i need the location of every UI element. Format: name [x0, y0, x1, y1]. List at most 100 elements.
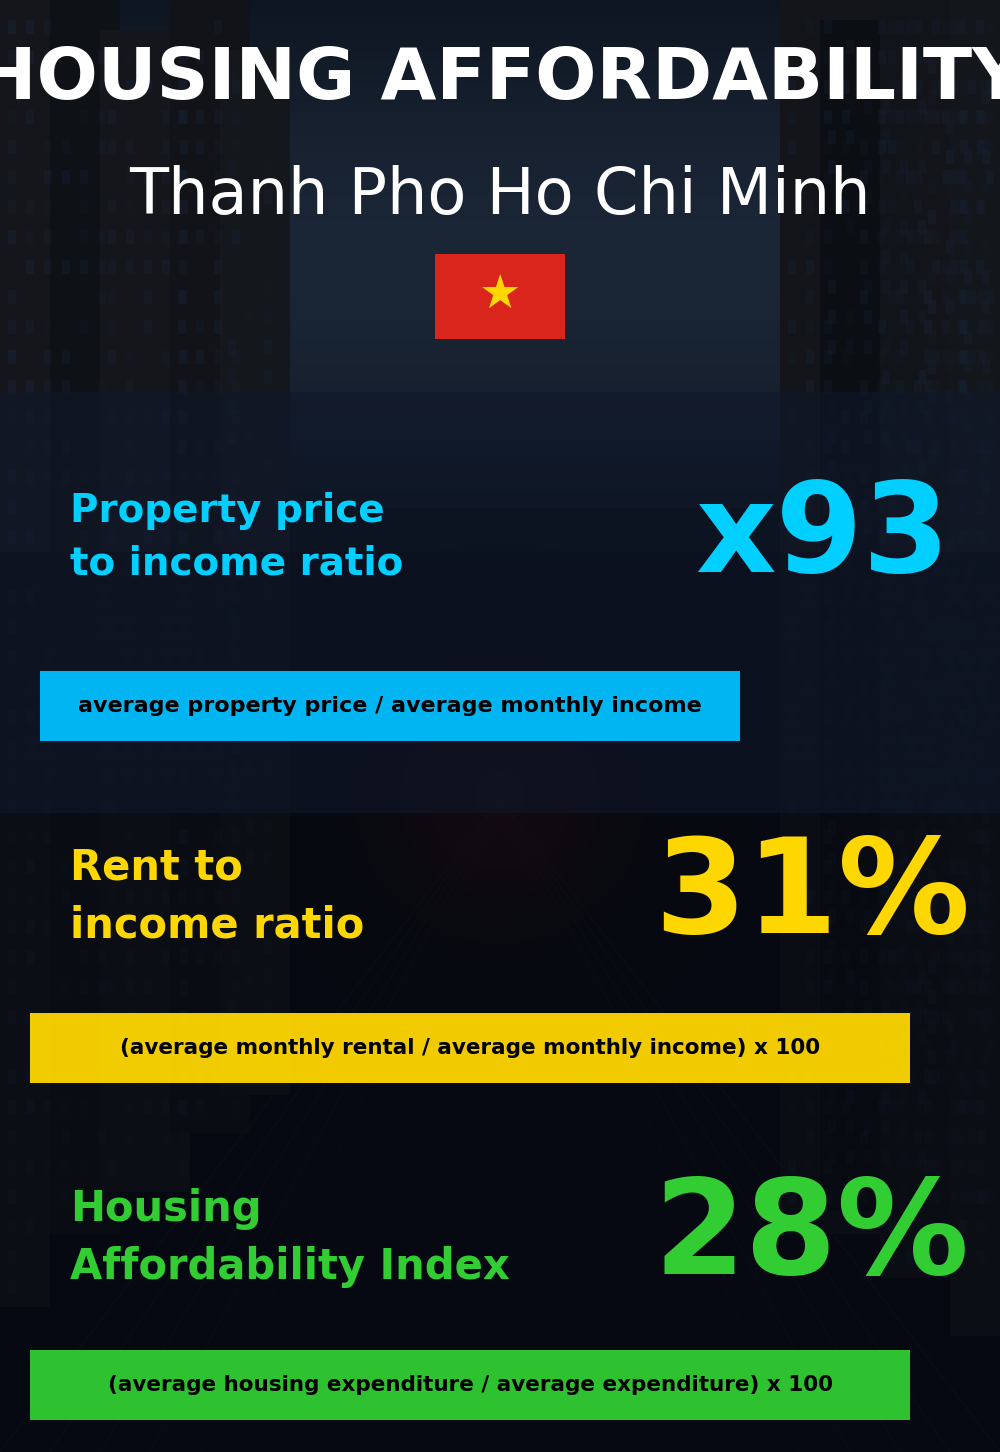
Bar: [26, 1011, 34, 1024]
Bar: [62, 800, 70, 815]
Bar: [986, 710, 994, 725]
Bar: [8, 800, 16, 815]
Bar: [232, 1101, 240, 1114]
Bar: [30, 1013, 910, 1083]
Bar: [888, 110, 896, 123]
Bar: [896, 1101, 904, 1114]
Bar: [80, 980, 88, 995]
Bar: [958, 499, 966, 514]
Bar: [196, 680, 204, 694]
Bar: [914, 440, 922, 454]
Bar: [806, 741, 814, 754]
Bar: [914, 499, 922, 514]
Bar: [986, 350, 994, 364]
Bar: [900, 41, 908, 54]
Bar: [30, 1350, 910, 1420]
Bar: [26, 110, 34, 123]
Bar: [986, 560, 994, 574]
Bar: [928, 270, 936, 285]
Bar: [178, 1011, 186, 1024]
Bar: [228, 160, 236, 174]
Bar: [8, 170, 16, 184]
Bar: [920, 41, 1000, 1130]
Bar: [964, 360, 972, 375]
Bar: [180, 499, 188, 514]
Bar: [942, 831, 950, 844]
Bar: [878, 499, 886, 514]
Bar: [0, 195, 1000, 203]
Bar: [162, 741, 170, 754]
Bar: [896, 110, 904, 123]
Bar: [950, 1191, 958, 1204]
Bar: [978, 1250, 986, 1265]
Bar: [162, 921, 170, 934]
Bar: [178, 921, 186, 934]
Bar: [246, 759, 254, 774]
Bar: [978, 440, 986, 454]
Bar: [8, 921, 16, 934]
Bar: [126, 560, 134, 574]
Bar: [44, 260, 52, 274]
Bar: [44, 770, 52, 784]
Bar: [982, 481, 990, 494]
Bar: [946, 121, 954, 134]
Bar: [846, 340, 854, 354]
Bar: [8, 680, 16, 694]
Bar: [878, 319, 886, 334]
Bar: [80, 530, 88, 544]
Bar: [62, 680, 70, 694]
Bar: [62, 1070, 70, 1085]
Bar: [824, 110, 832, 123]
Bar: [946, 540, 954, 555]
Bar: [896, 229, 904, 244]
Bar: [842, 650, 850, 664]
Bar: [860, 229, 868, 244]
Bar: [982, 841, 990, 854]
Bar: [178, 620, 186, 635]
Bar: [80, 1160, 88, 1175]
Bar: [928, 450, 936, 465]
Bar: [228, 70, 236, 84]
Bar: [978, 1220, 986, 1234]
Bar: [8, 590, 16, 604]
Bar: [264, 489, 272, 504]
Bar: [932, 1130, 940, 1144]
Bar: [960, 380, 968, 393]
Bar: [0, 407, 1000, 415]
Bar: [8, 590, 16, 604]
Bar: [232, 560, 240, 574]
Bar: [896, 170, 904, 184]
Bar: [878, 530, 886, 544]
Bar: [932, 710, 940, 725]
Bar: [914, 200, 922, 213]
Text: average property price / average monthly income: average property price / average monthly…: [78, 696, 702, 716]
Bar: [864, 669, 872, 684]
Bar: [98, 800, 106, 815]
Bar: [918, 460, 926, 473]
Bar: [946, 510, 954, 524]
Bar: [878, 741, 886, 754]
Bar: [108, 741, 116, 754]
Bar: [264, 280, 272, 293]
Bar: [846, 520, 854, 534]
Bar: [976, 560, 984, 574]
Bar: [98, 921, 106, 934]
Bar: [896, 980, 904, 995]
Text: x93: x93: [695, 476, 950, 598]
Bar: [44, 170, 52, 184]
Bar: [900, 280, 908, 293]
Bar: [888, 1101, 896, 1114]
Bar: [942, 770, 950, 784]
Bar: [932, 800, 940, 815]
Bar: [26, 1070, 34, 1085]
Bar: [788, 80, 796, 94]
Bar: [806, 200, 814, 213]
Bar: [788, 110, 796, 123]
Bar: [264, 160, 272, 174]
Bar: [0, 475, 1000, 482]
Bar: [978, 921, 986, 934]
Bar: [914, 831, 922, 844]
Bar: [8, 200, 16, 213]
Bar: [26, 470, 34, 484]
Bar: [906, 770, 914, 784]
